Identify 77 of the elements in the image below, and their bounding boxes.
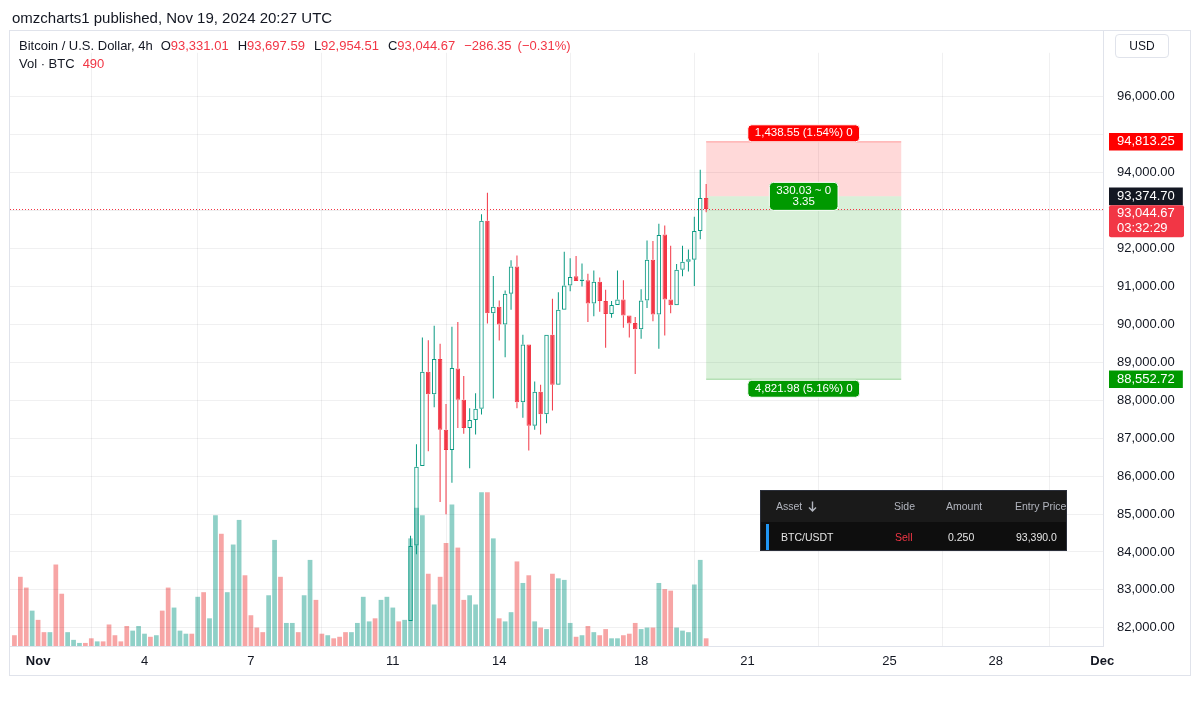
- chart-title: Vol · BTC 490: [19, 56, 105, 71]
- y-tick-label: 87,000.00: [1117, 429, 1175, 445]
- x-tick-label: Dec: [1090, 653, 1115, 669]
- y-tick-label: 94,000.00: [1117, 164, 1175, 180]
- y-tick-label: 91,000.00: [1117, 278, 1175, 294]
- bar: [278, 576, 283, 646]
- annotation: 0.250: [948, 531, 975, 544]
- x-tick-label: 28: [988, 653, 1004, 669]
- y-tick-label: 88,552.72: [1117, 370, 1175, 386]
- y-axis-title: USD: [1115, 34, 1169, 58]
- x-tick-label: 25: [882, 653, 897, 669]
- y-tick-label: 82,000.00: [1117, 619, 1175, 635]
- bar: [485, 492, 490, 646]
- candlestick: [621, 280, 626, 328]
- x-tick-label: 21: [740, 653, 755, 669]
- x-tick-label: 11: [386, 653, 400, 669]
- bar: [94, 641, 100, 646]
- y-tick-label: 90,000.00: [1117, 315, 1175, 331]
- candlestick: [550, 298, 555, 411]
- y-tick-label: 86,000.00: [1117, 467, 1175, 483]
- candlestick: [426, 340, 431, 452]
- bar: [544, 629, 549, 646]
- y-tick-label: 85,000.00: [1117, 505, 1175, 521]
- text: O93,331.01 H93,697.59 L92,954.51 C93,044.67 −286.35 (−0.31%): [160, 38, 571, 53]
- x-tick-label: 4: [140, 653, 149, 669]
- x-tick-label: Nov: [25, 653, 52, 669]
- bar: [538, 627, 543, 646]
- bar: [425, 573, 431, 646]
- y-tick-label: 89,000.00: [1117, 353, 1175, 369]
- text: omzcharts1 published, Nov 19, 2024 20:27 UTC: [12, 9, 333, 27]
- candlestick: [668, 245, 673, 314]
- candlestick: [627, 315, 632, 338]
- bar: [532, 621, 538, 646]
- x-tick-label: 7: [247, 653, 255, 669]
- candlestick: [603, 289, 608, 348]
- bar: [591, 632, 597, 646]
- bar: [490, 538, 496, 646]
- y-tick-label: 93,374.70: [1117, 187, 1175, 203]
- y-tick-label: 84,000.00: [1117, 543, 1175, 559]
- chart-title: Bitcoin / U.S. Dollar, 4h: [19, 38, 153, 53]
- y-tick-label: 92,000.00: [1117, 240, 1175, 256]
- annotation: 1,438.55 (1.54%) 0: [754, 126, 853, 139]
- bar: [550, 573, 555, 646]
- bar: [148, 636, 153, 646]
- bar: [295, 632, 301, 646]
- y-tick-label: 83,000.00: [1117, 581, 1175, 597]
- bar: [195, 596, 201, 646]
- bar: [100, 641, 106, 646]
- ref-line-label: 93,044.67 03:32:29: [1117, 205, 1175, 236]
- bar: [431, 604, 437, 646]
- annotation: Sell: [895, 531, 913, 544]
- category-label: Amount: [946, 500, 983, 513]
- annotation: 93,390.0: [1016, 531, 1057, 544]
- bar: [656, 582, 662, 646]
- y-tick-label: 94,813.25: [1117, 133, 1175, 149]
- category-label: Asset: [776, 500, 804, 513]
- annotation: BTC/USDT: [781, 531, 834, 544]
- annotation: 330.03 ~ 0 3.35: [776, 184, 832, 208]
- x-tick-label: 18: [633, 653, 649, 669]
- bar: [201, 592, 206, 646]
- y-tick-label: 96,000.00: [1117, 88, 1175, 104]
- bar: [29, 610, 35, 646]
- bar: [396, 621, 402, 646]
- candlestick: [538, 384, 543, 435]
- bar: [153, 635, 159, 646]
- bar: [703, 638, 709, 646]
- bar: [325, 635, 331, 646]
- candlestick: [597, 277, 602, 312]
- bar: [526, 575, 532, 646]
- bar: [218, 533, 224, 646]
- category-label: Side: [894, 500, 916, 513]
- bar: [496, 618, 502, 646]
- x-tick-label: 14: [491, 653, 507, 669]
- bar: [189, 633, 195, 646]
- y-tick-label: 88,000.00: [1117, 391, 1175, 407]
- annotation: 4,821.98 (5.16%) 0: [754, 381, 853, 394]
- category-label: Entry Price: [1015, 500, 1067, 513]
